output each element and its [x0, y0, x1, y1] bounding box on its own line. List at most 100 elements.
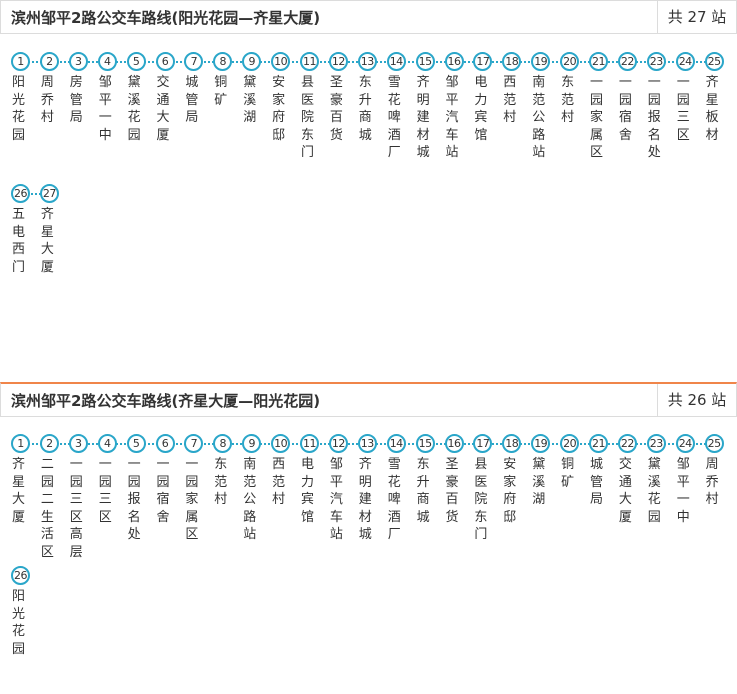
- stop-number: 7: [184, 52, 204, 71]
- stop-count: 共 26 站: [657, 384, 736, 416]
- stop-number: 1: [11, 434, 30, 453]
- stop-number: 27: [39, 184, 59, 203]
- stop-name: 一园宿舍: [618, 75, 632, 143]
- stop-name: 黛溪湖: [532, 457, 546, 507]
- stop-name: 一园三区: [676, 75, 690, 143]
- stop-name: 铜矿: [214, 75, 228, 108]
- stop-name: 东范村: [561, 75, 575, 125]
- stop-number: 2: [39, 434, 59, 453]
- stop-number: 19: [531, 434, 551, 453]
- route-title: 滨州邹平2路公交车路线(阳光花园—齐星大厦): [11, 9, 321, 27]
- stop-name: 城管局: [590, 457, 604, 507]
- stop-number: 13: [357, 52, 377, 71]
- stop-name: 五电西门: [12, 207, 26, 275]
- stop-name: 二园二生活区: [40, 457, 54, 560]
- stop-number: 21: [589, 434, 608, 453]
- stop-name: 城管局: [185, 75, 199, 125]
- route-title: 滨州邹平2路公交车路线(齐星大厦—阳光花园): [11, 392, 321, 410]
- stop-name: 县医院东门: [474, 457, 488, 542]
- stop-name: 圣豪百货: [329, 75, 343, 143]
- stop-name: 圣豪百货: [445, 457, 459, 525]
- stop-name: 铜矿: [561, 457, 575, 490]
- stop-number: 11: [300, 434, 319, 453]
- stop-name: 黛溪花园: [647, 457, 661, 525]
- stop-name: 齐明建材城: [358, 457, 372, 542]
- stop-name: 交通大厦: [156, 75, 170, 143]
- stop-number: 23: [646, 434, 666, 453]
- stop-number: 6: [155, 52, 175, 71]
- stop-number: 12: [328, 52, 348, 71]
- stop-number: 20: [560, 52, 580, 71]
- stop-number: 14: [386, 434, 406, 453]
- stop-name: 邹平汽车站: [445, 75, 459, 160]
- stop-number: 24: [675, 434, 695, 453]
- stop-number: 26: [11, 566, 30, 585]
- stop-number: 21: [589, 52, 608, 71]
- stop-number: 17: [473, 434, 493, 453]
- stop-name: 南范公路站: [243, 457, 257, 542]
- stop-name: 东范村: [214, 457, 228, 507]
- stop-name: 齐明建材城: [416, 75, 430, 160]
- stop-name: 一园宿舍: [156, 457, 170, 525]
- stop-number: 25: [704, 434, 724, 453]
- stop-number: 6: [155, 434, 175, 453]
- stop-number: 26: [11, 184, 30, 203]
- stop-number: 19: [531, 52, 551, 71]
- stop-name: 县医院东门: [301, 75, 315, 160]
- stop-number: 20: [560, 434, 580, 453]
- stop-number: 22: [617, 52, 637, 71]
- stop-name: 一园三区高层: [69, 457, 83, 560]
- stop-name: 黛溪花园: [127, 75, 141, 143]
- stop-number: 15: [415, 434, 435, 453]
- stop-number: 14: [386, 52, 406, 71]
- stop-name: 阳光花园: [12, 589, 26, 657]
- stop-number: 7: [184, 434, 204, 453]
- stop-number: 9: [242, 52, 262, 71]
- stop-name: 西范村: [503, 75, 517, 125]
- stop-name: 一园三区: [98, 457, 112, 525]
- stop-name: 黛溪湖: [243, 75, 257, 125]
- stop-name: 齐星板材: [705, 75, 719, 143]
- stop-name: 房管局: [69, 75, 83, 125]
- stop-number: 8: [213, 52, 233, 71]
- stop-number: 8: [213, 434, 233, 453]
- stop-name: 一园报名处: [127, 457, 141, 542]
- route-line: [20, 193, 49, 195]
- stop-name: 一园报名处: [647, 75, 661, 160]
- stop-number: 16: [444, 52, 464, 71]
- stop-number: 9: [242, 434, 262, 453]
- stop-name: 电力宾馆: [474, 75, 488, 143]
- stop-number: 23: [646, 52, 666, 71]
- stop-name: 雪花啤酒厂: [387, 75, 401, 160]
- stop-number: 22: [617, 434, 637, 453]
- stop-count: 共 27 站: [657, 1, 736, 33]
- stop-number: 15: [415, 52, 435, 71]
- stop-name: 雪花啤酒厂: [387, 457, 401, 542]
- stop-number: 18: [502, 434, 522, 453]
- stop-number: 24: [675, 52, 695, 71]
- stop-name: 安家府邸: [272, 75, 286, 143]
- stop-name: 周乔村: [705, 457, 719, 507]
- stop-name: 一园家属区: [590, 75, 604, 160]
- route-header: 滨州邹平2路公交车路线(齐星大厦—阳光花园) 共 26 站: [0, 382, 737, 417]
- stop-name: 西范村: [272, 457, 286, 507]
- stop-name: 邹平汽车站: [329, 457, 343, 542]
- stop-name: 电力宾馆: [301, 457, 315, 525]
- route-header: 滨州邹平2路公交车路线(阳光花园—齐星大厦) 共 27 站: [0, 0, 737, 34]
- stop-name: 齐星大厦: [12, 457, 26, 525]
- stop-number: 3: [68, 434, 88, 453]
- stop-name: 齐星大厦: [40, 207, 54, 275]
- stop-number: 1: [11, 52, 30, 71]
- stop-number: 2: [39, 52, 59, 71]
- stop-number: 5: [126, 52, 146, 71]
- stop-name: 东升商城: [416, 457, 430, 525]
- stop-number: 16: [444, 434, 464, 453]
- stop-number: 5: [126, 434, 146, 453]
- stop-name: 东升商城: [358, 75, 372, 143]
- stop-number: 18: [502, 52, 522, 71]
- stop-name: 邹平一中: [98, 75, 112, 143]
- stop-number: 10: [271, 52, 291, 71]
- stop-name: 阳光花园: [12, 75, 26, 143]
- stop-number: 11: [300, 52, 319, 71]
